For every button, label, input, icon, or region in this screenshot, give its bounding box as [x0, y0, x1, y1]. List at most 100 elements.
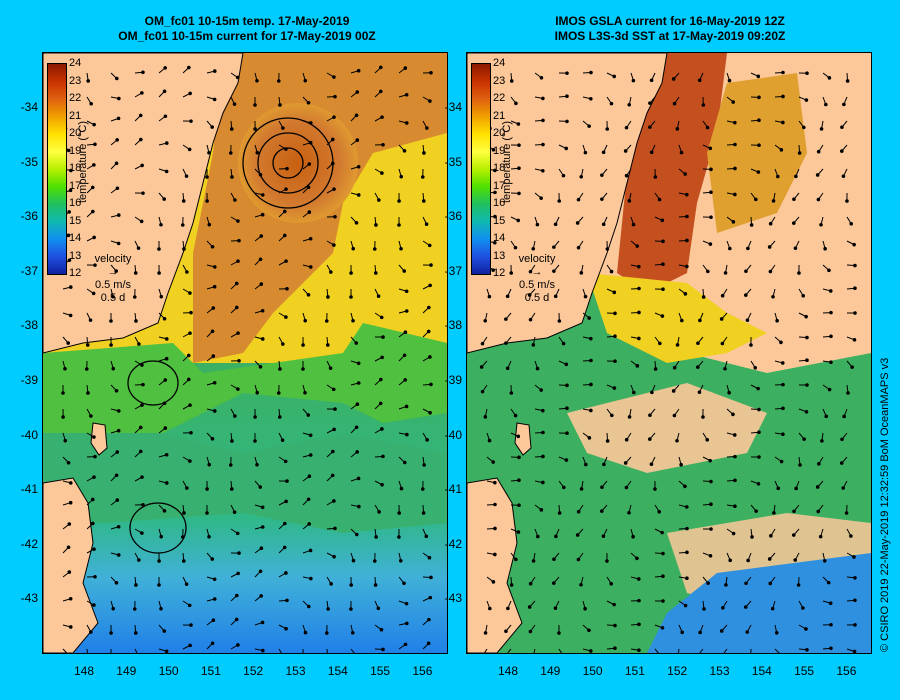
velocity-arrow-head	[234, 305, 239, 310]
velocity-arrow-head	[402, 581, 406, 586]
velocity-arrow-head	[804, 409, 809, 414]
velocity-arrow-head	[780, 361, 785, 365]
velocity-arrow-head	[205, 511, 209, 515]
velocity-arrow-head	[612, 74, 617, 79]
colorbar-tick-label: 21	[69, 109, 82, 122]
velocity-arrow-head	[93, 574, 97, 579]
velocity-arrow-head	[91, 209, 95, 214]
velocity-arrow-head	[140, 403, 144, 407]
velocity-arrow-head	[332, 115, 336, 119]
velocity-arrow-head	[420, 487, 425, 491]
velocity-arrow-head	[516, 530, 521, 534]
velocity-arrow-head	[632, 390, 636, 395]
velocity-arrow-head	[351, 558, 356, 563]
velocity-arrow-head	[660, 314, 665, 318]
velocity-arrow-head	[771, 199, 776, 203]
velocity-arrow-head	[853, 598, 857, 603]
velocity-arrow-head	[493, 214, 497, 219]
velocity-arrow-head	[749, 343, 753, 347]
velocity-arrow-head	[188, 643, 192, 648]
velocity-arrow-head	[67, 570, 72, 574]
velocity-arrow-head	[68, 596, 73, 601]
velocity-arrow-head	[379, 377, 383, 382]
velocity-arrow-head	[541, 168, 545, 173]
velocity-arrow-head	[509, 391, 514, 395]
velocity-arrow-head	[853, 263, 857, 268]
velocity-arrow-head	[754, 197, 758, 202]
velocity-arrow-head	[421, 511, 426, 515]
velocity-arrow-head	[797, 271, 801, 275]
velocity-arrow-head	[162, 89, 167, 94]
velocity-arrow-head	[280, 438, 285, 442]
velocity-arrow-head	[792, 221, 796, 225]
velocity-arrow-head	[852, 649, 857, 653]
velocity-arrow-head	[756, 481, 761, 486]
left-eddy-streamlines	[127, 117, 334, 554]
velocity-arrow-head	[92, 475, 96, 479]
velocity-arrow-head	[164, 169, 169, 174]
velocity-arrow-head	[232, 102, 237, 106]
velocity-arrow-head	[827, 268, 831, 273]
velocity-arrow-head	[701, 415, 705, 419]
velocity-arrow-head	[627, 510, 631, 515]
velocity-arrow-head	[138, 449, 143, 454]
velocity-arrow-head	[772, 511, 776, 515]
velocity-arrow-head	[306, 604, 311, 609]
velocity-arrow-head	[277, 415, 282, 419]
velocity-arrow-head	[232, 510, 237, 514]
latitude-label: -42	[444, 536, 462, 551]
velocity-arrow-head	[260, 308, 265, 313]
velocity-arrow-head	[776, 174, 780, 179]
velocity-arrow	[654, 648, 660, 653]
velocity-arrow-head	[829, 334, 833, 339]
velocity-arrow-head	[260, 337, 265, 341]
velocity-arrow-head	[724, 583, 728, 587]
velocity-arrow-head	[333, 94, 337, 99]
velocity-arrow-head	[111, 294, 115, 299]
right-title-line2: IMOS L3S-3d SST at 17-May-2019 09:20Z	[554, 29, 786, 43]
velocity-arrow-head	[756, 386, 760, 391]
velocity-arrow-head	[505, 366, 510, 371]
velocity-arrow-head	[709, 190, 713, 195]
velocity-arrow-head	[212, 97, 217, 102]
velocity-arrow-head	[234, 281, 239, 286]
right-colorbar-title: temperature (°C)	[501, 120, 513, 203]
velocity-arrow-head	[67, 258, 72, 263]
velocity-arrow-head	[68, 500, 73, 505]
velocity-arrow-head	[733, 504, 737, 509]
velocity-arrow-head	[767, 245, 772, 249]
velocity-arrow-head	[63, 366, 67, 371]
velocity-arrow-head	[109, 343, 113, 347]
velocity-arrow-head	[133, 271, 138, 275]
velocity-arrow-head	[584, 462, 588, 467]
velocity-arrow-head	[259, 546, 264, 551]
velocity-arrow-head	[354, 341, 359, 345]
longitude-label: 154	[751, 664, 772, 678]
velocity-arrow-head	[332, 75, 336, 79]
velocity-arrow-head	[552, 245, 556, 249]
velocity-arrow-head	[330, 137, 335, 142]
velocity-arrow-head	[623, 461, 628, 465]
velocity-arrow-head	[349, 295, 353, 299]
velocity-arrow-head	[589, 358, 593, 363]
velocity-arrow-head	[840, 125, 844, 130]
velocity-arrow-head	[660, 218, 665, 223]
velocity-arrow-head	[796, 583, 801, 587]
velocity-arrow-head	[426, 641, 431, 646]
velocity-arrow-head	[86, 79, 90, 83]
velocity-arrow-head	[303, 630, 308, 635]
velocity-arrow	[506, 648, 512, 653]
colorbar-tick-label: 16	[493, 197, 506, 209]
velocity-arrow-head	[281, 342, 285, 346]
velocity-arrow-head	[380, 355, 384, 360]
velocity-arrow-head	[541, 454, 545, 459]
velocity-arrow-head	[159, 606, 163, 611]
velocity-arrow-head	[769, 534, 773, 538]
velocity-arrow-head	[187, 147, 192, 152]
velocity-arrow-head	[282, 233, 287, 238]
velocity-arrow-head	[329, 270, 333, 274]
velocity-arrow-head	[841, 174, 846, 178]
velocity-arrow-head	[163, 378, 168, 382]
velocity-arrow-head	[116, 116, 121, 121]
velocity-arrow-head	[164, 649, 169, 653]
